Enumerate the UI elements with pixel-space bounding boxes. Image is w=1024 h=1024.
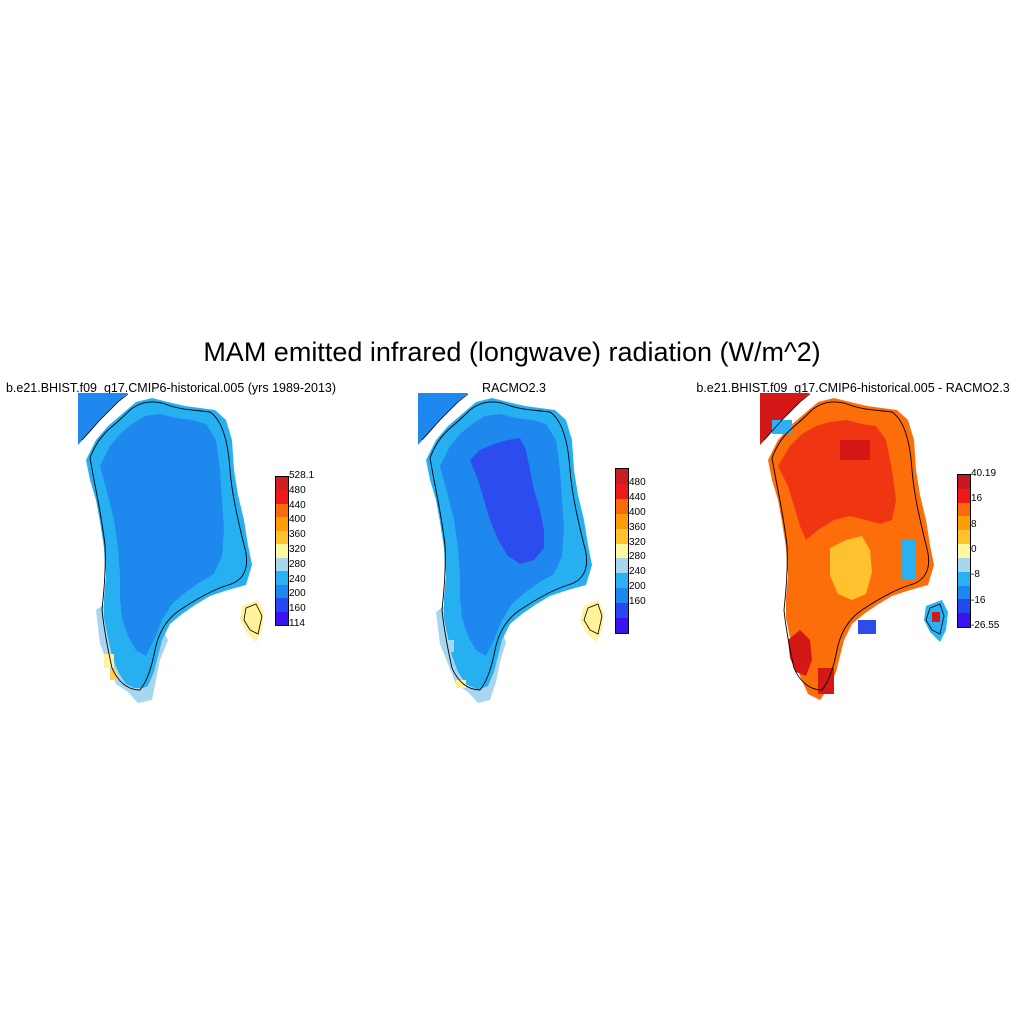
- colorbar-model-label: 240: [289, 573, 306, 585]
- colorbar-model-segment: [276, 477, 288, 491]
- colorbar-racmo-label: 160: [629, 596, 646, 608]
- colorbar-model-label: 480: [289, 484, 306, 496]
- colorbar-racmo-segment: [616, 469, 628, 485]
- colorbar-model-segment: [276, 530, 288, 545]
- colorbar-model-label: 200: [289, 588, 306, 600]
- map-difference: [760, 393, 948, 700]
- colorbar-model-segment: [276, 544, 288, 559]
- colorbar-model-label: 160: [289, 603, 306, 615]
- colorbar-racmo-segment: [616, 618, 628, 634]
- colorbar-racmo-segment: [616, 558, 628, 574]
- colorbar-difference-segment: [958, 613, 970, 628]
- colorbar-racmo-label: 240: [629, 566, 646, 578]
- colorbar-difference-label: -26.55: [971, 620, 1000, 631]
- colorbar-racmo-segment: [616, 528, 628, 545]
- colorbar-racmo-segment: [616, 603, 628, 619]
- colorbar-racmo-label: 280: [629, 551, 646, 563]
- panel-title-model: b.e21.BHIST.f09_g17.CMIP6-historical.005…: [5, 381, 337, 395]
- colorbar-difference-segment: [958, 502, 970, 517]
- colorbar-model: [275, 476, 289, 626]
- figure-title: MAM emitted infrared (longwave) radiatio…: [203, 337, 821, 367]
- colorbar-racmo-label: 440: [629, 491, 646, 503]
- colorbar-model-segment: [276, 598, 288, 613]
- colorbar-difference-segment: [958, 530, 970, 545]
- colorbar-model-label: 114: [289, 618, 305, 629]
- colorbar-model-label: 320: [289, 544, 306, 555]
- colorbar-difference-label: 8: [971, 518, 977, 530]
- colorbar-racmo-label: 480: [629, 476, 646, 488]
- colorbar-racmo-label: 360: [629, 521, 646, 533]
- colorbar-racmo: [615, 468, 629, 634]
- colorbar-racmo-segment: [616, 483, 628, 500]
- colorbar-model-segment: [276, 503, 288, 518]
- colorbar-model-segment: [276, 490, 288, 505]
- colorbar-difference-segment: [958, 557, 970, 573]
- colorbar-model-label: 280: [289, 558, 306, 570]
- panel-title-racmo: RACMO2.3: [482, 381, 546, 395]
- colorbar-racmo-segment: [616, 498, 628, 515]
- colorbar-model-segment: [276, 557, 288, 572]
- colorbar-difference-label: 0: [971, 544, 977, 555]
- colorbar-racmo-label: 200: [629, 581, 646, 593]
- colorbar-difference-segment: [958, 571, 970, 587]
- colorbar-difference-label: -8: [971, 569, 980, 581]
- colorbar-racmo-segment: [616, 573, 628, 589]
- colorbar-difference-segment: [958, 488, 970, 504]
- colorbar-difference-segment: [958, 475, 970, 490]
- colorbar-racmo-segment: [616, 588, 628, 604]
- colorbar-racmo-label: 320: [629, 536, 646, 548]
- colorbar-difference: [957, 474, 971, 628]
- colorbar-model-segment: [276, 611, 288, 626]
- colorbar-model-segment: [276, 571, 288, 586]
- colorbar-model-segment: [276, 517, 288, 532]
- colorbar-difference-label: 16: [971, 493, 983, 505]
- colorbar-difference-segment: [958, 599, 970, 614]
- colorbar-difference-segment: [958, 544, 970, 559]
- colorbar-model-label: 360: [289, 529, 306, 541]
- map-racmo: [418, 393, 604, 703]
- panel-title-difference: b.e21.BHIST.f09_g17.CMIP6-historical.005…: [696, 381, 1010, 395]
- colorbar-racmo-segment: [616, 513, 628, 530]
- colorbar-difference-segment: [958, 516, 970, 531]
- colorbar-racmo-segment: [616, 543, 628, 559]
- colorbar-model-label: 528.1: [289, 470, 315, 481]
- map-model: [78, 393, 264, 703]
- colorbar-model-label: 400: [289, 514, 306, 526]
- colorbar-racmo-label: 400: [629, 506, 646, 518]
- colorbar-difference-label: -16: [971, 594, 986, 606]
- colorbar-model-label: 440: [289, 499, 306, 511]
- colorbar-difference-label: 40.19: [971, 468, 997, 479]
- colorbar-model-segment: [276, 584, 288, 599]
- colorbar-difference-segment: [958, 585, 970, 600]
